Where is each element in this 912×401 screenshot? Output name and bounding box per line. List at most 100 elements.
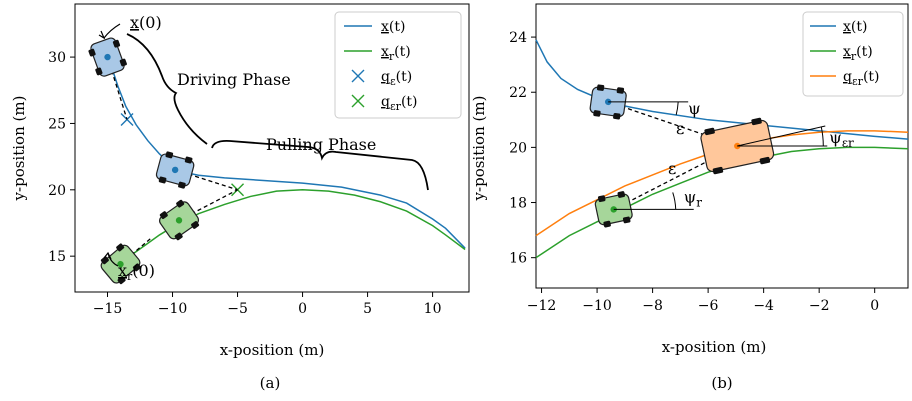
robot-a-green-current-center — [175, 217, 183, 224]
legend-b-label-1: xr(t) — [843, 44, 873, 63]
legend-a-label-3-base: q — [381, 94, 390, 110]
legend-a-label-2: qε(t) — [381, 69, 412, 88]
plot-frame-a — [74, 3, 470, 293]
robot-a-blue-current-wheel-1 — [184, 156, 193, 164]
label-psi: ψ — [688, 99, 701, 118]
x-tick-label-b-6: 0 — [870, 298, 879, 314]
x-tick-label-a-4: 5 — [363, 301, 372, 317]
x-tick-label-a-1: −10 — [158, 301, 188, 317]
arrowhead-xr0 — [103, 251, 112, 260]
robot-a-blue-start-center — [104, 53, 111, 61]
legend-a-label-3: qεr(t) — [381, 94, 418, 113]
x-tick-label-b-1: −10 — [582, 298, 612, 314]
x-tick-label-b-0: −12 — [527, 298, 557, 314]
robot-b-orange-wheel-1 — [751, 117, 762, 126]
y-tick-label-b-2: 20 — [509, 140, 527, 156]
robot-a-green-current-wheel-3 — [191, 221, 200, 229]
angle-arc-psi-r — [672, 192, 677, 210]
legend-a-label-3-sub: εr — [390, 100, 402, 113]
series-line-a-1 — [120, 189, 466, 265]
x-tick-label-b-5: −2 — [809, 298, 830, 314]
plot-frame-b — [535, 3, 909, 289]
label-driving-phase: Driving Phase — [177, 70, 291, 89]
x-tick-label-a-0: −15 — [93, 301, 123, 317]
y-axis-label-a: y-position (m) — [10, 96, 28, 202]
legend-a-swatch-2 — [351, 69, 365, 83]
brace-driving — [126, 33, 208, 145]
robot-b-blue-wheel-0 — [596, 84, 605, 91]
legend-b-label-1-sub: r — [851, 50, 857, 63]
robot-b-orange-wheel-2 — [712, 166, 724, 175]
x-axis-label-a: x-position (m) — [220, 341, 325, 359]
panel-caption-b: (b) — [711, 374, 732, 392]
label-epsilon-bottom: ε — [668, 159, 676, 178]
robot-a-blue-current-center — [171, 166, 179, 174]
robot-b-blue-wheel-2 — [593, 110, 601, 117]
label-psi-r: ψr — [684, 187, 703, 209]
legend-box-a — [334, 11, 462, 119]
angle-arc-psi-er — [820, 126, 824, 147]
legend-b-label-1-arg: (t) — [856, 44, 873, 60]
y-tick-label-a-3: 30 — [48, 50, 66, 66]
label-epsilon-top: ε — [676, 119, 684, 138]
legend-b: x(t)xr(t)qεr(t) — [802, 11, 904, 97]
heading-dir-orange — [737, 125, 826, 147]
robot-a-green-current-wheel-2 — [174, 232, 183, 241]
label-pulling-phase: Pulling Phase — [266, 135, 376, 154]
robot-a-blue-current-wheel-0 — [165, 151, 174, 159]
label-psi-base: ψ — [688, 99, 701, 118]
legend-a-label-2-base: q — [381, 69, 390, 85]
legend-a-label-0-arg: (t) — [389, 19, 406, 35]
robot-a-green-start-wheel-0 — [100, 256, 109, 265]
robot-a-green-current-wheel-1 — [176, 199, 185, 208]
label-xr0: xr(0) — [118, 261, 155, 283]
robot-a-green-start-center — [117, 260, 124, 268]
label-xr0-arg: (0) — [132, 261, 155, 280]
y-tick-label-b-1: 18 — [509, 196, 527, 212]
robot-b-green-wheel-0 — [597, 195, 606, 203]
tick-group-b: −12 −10 −8 −6 −4 −2 0 16 18 20 22 24 — [509, 30, 879, 314]
label-psi-r-sub: r — [696, 195, 702, 209]
robots-group-a — [88, 37, 238, 285]
arrowhead-x0 — [98, 30, 106, 40]
label-psi-r-base: ψ — [684, 187, 697, 206]
y-tick-label-b-3: 22 — [509, 85, 527, 101]
legend-a-label-1-base: x — [381, 44, 389, 60]
legend-b-label-0: x(t) — [843, 19, 867, 35]
angle-arc-psi — [675, 101, 679, 116]
y-tick-label-a-2: 25 — [48, 116, 66, 132]
robot-b-orange-wheel-3 — [759, 156, 771, 165]
robot-a-green-current-wheel-0 — [159, 211, 168, 220]
label-psi-er-sub: εr — [842, 136, 854, 150]
robot-a-blue-start-wheel-1 — [119, 58, 127, 67]
legend-b-label-2-arg: (t) — [863, 69, 880, 85]
robot-a-blue-current-wheel-2 — [158, 176, 167, 184]
x-tick-label-a-2: −5 — [227, 301, 248, 317]
robot-a-green-start — [100, 243, 141, 285]
label-x0: x(0) — [130, 13, 162, 32]
robot-b-orange-wheel-0 — [704, 127, 715, 136]
series-line-a-0 — [106, 56, 466, 249]
robot-a-green-start-wheel-2 — [117, 276, 126, 285]
y-tick-label-a-1: 20 — [48, 183, 66, 199]
robot-b-green-wheel-3 — [622, 216, 631, 224]
robot-b-blue-wheel-1 — [616, 87, 625, 94]
legend-b-label-2-base: q — [843, 69, 852, 85]
label-xr0-sub: r — [127, 270, 133, 283]
robot-a-blue-start-wheel-3 — [95, 67, 103, 76]
robot-b-green-wheel-2 — [603, 220, 611, 228]
legend-a: x(t)xr(t)qε(t)qεr(t) — [334, 11, 462, 119]
y-tick-label-b-4: 24 — [509, 30, 527, 46]
legend-a-label-2-arg: (t) — [396, 69, 413, 85]
legend-a-label-1-sub: r — [389, 50, 395, 63]
x-tick-label-b-2: −8 — [642, 298, 663, 314]
robot-a-blue-current — [155, 151, 195, 189]
robot-a-green-start-wheel-3 — [132, 263, 141, 272]
robot-a-blue-current-wheel-3 — [178, 181, 186, 189]
legend-b-label-0-base: x — [843, 19, 851, 35]
label-x0-arg: (0) — [139, 13, 162, 32]
y-axis-label-b: y-position (m) — [470, 96, 488, 202]
